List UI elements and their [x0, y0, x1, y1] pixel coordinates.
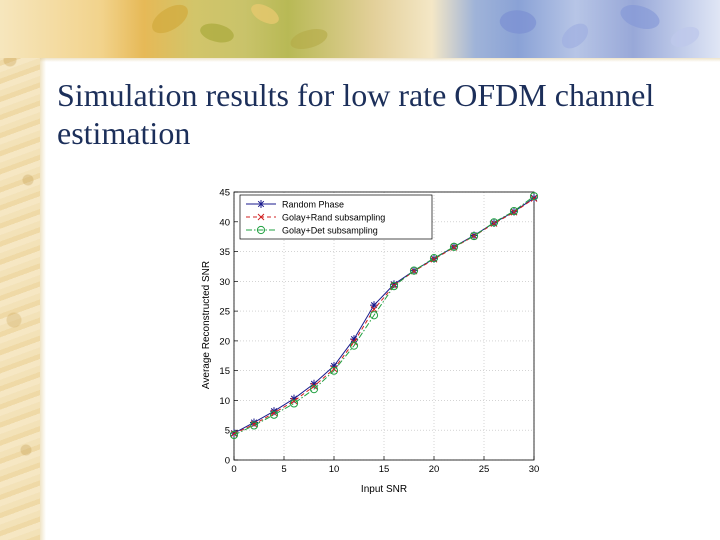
series-2 [229, 192, 539, 440]
data-point [529, 192, 539, 201]
y-tick-label: 5 [225, 426, 230, 437]
legend-label: Golay+Det subsampling [282, 226, 378, 236]
legend-item: Random Phase [246, 200, 344, 210]
series-1 [230, 195, 538, 438]
data-point [389, 281, 399, 291]
y-tick-label: 20 [219, 336, 230, 347]
x-axis-label: Input SNR [361, 484, 407, 495]
data-point [270, 409, 278, 417]
chart-container: 0 5 10 15 20 25 30 0 5 10 15 20 25 30 35 40 45 Random Ph… [196, 182, 552, 500]
data-point [349, 341, 359, 350]
y-tick-label: 40 [219, 217, 230, 228]
x-tick-label: 10 [329, 464, 340, 475]
decorative-left-strip [0, 0, 46, 540]
data-point [269, 410, 279, 419]
data-point [409, 266, 419, 275]
data-point [249, 421, 259, 430]
decorative-top-banner [0, 0, 720, 62]
line-chart: 0 5 10 15 20 25 30 0 5 10 15 20 25 30 35 40 45 Random Ph… [201, 188, 539, 496]
legend-box [239, 194, 433, 240]
x-tick-label: 5 [281, 464, 286, 475]
data-point [449, 242, 459, 251]
series-line [233, 198, 535, 435]
axes-layer: 0 5 10 15 20 25 30 0 5 10 15 20 25 30 35 40 45 [219, 188, 539, 476]
data-point [310, 382, 318, 390]
legend-label: Random Phase [282, 200, 344, 210]
y-axis-label: Average Reconstructed SNR [201, 261, 212, 389]
x-tick-label: 30 [529, 464, 540, 475]
x-tick-label: 15 [379, 464, 390, 475]
data-point [489, 218, 499, 227]
data-point [470, 232, 478, 240]
data-point [530, 195, 538, 202]
data-point [429, 254, 439, 263]
y-tick-label: 15 [219, 366, 230, 377]
x-tick-label: 0 [231, 464, 236, 475]
data-point [309, 385, 319, 394]
data-point [370, 301, 378, 310]
y-tick-label: 10 [219, 396, 230, 407]
legend-marker [256, 225, 266, 235]
series-layer [229, 192, 539, 440]
data-point [370, 305, 378, 313]
y-tick-label: 35 [219, 247, 230, 258]
data-point [469, 231, 479, 241]
legend-label: Golay+Rand subsampling [282, 213, 385, 223]
y-tick-label: 25 [219, 307, 230, 318]
legend-item: Golay+Det subsampling [246, 226, 378, 236]
data-point [289, 399, 299, 408]
data-point [229, 430, 239, 440]
legend-item: Golay+Rand subsampling [246, 213, 385, 223]
y-tick-label: 30 [219, 277, 230, 288]
x-tick-label: 20 [429, 464, 440, 475]
data-point [509, 206, 519, 216]
data-point [290, 397, 298, 405]
legend-marker [257, 200, 265, 208]
y-tick-label: 45 [219, 188, 230, 199]
slide-title: Simulation results for low rate OFDM cha… [57, 77, 655, 151]
legend-marker [257, 213, 265, 221]
series-line [233, 195, 535, 436]
data-point [329, 366, 339, 375]
chart-legend: Random Phase Golay+Rand subsampling Golay+… [239, 194, 433, 240]
y-tick-label: 0 [225, 456, 230, 467]
data-point [330, 365, 338, 373]
data-point [369, 311, 379, 320]
x-tick-label: 25 [479, 464, 490, 475]
